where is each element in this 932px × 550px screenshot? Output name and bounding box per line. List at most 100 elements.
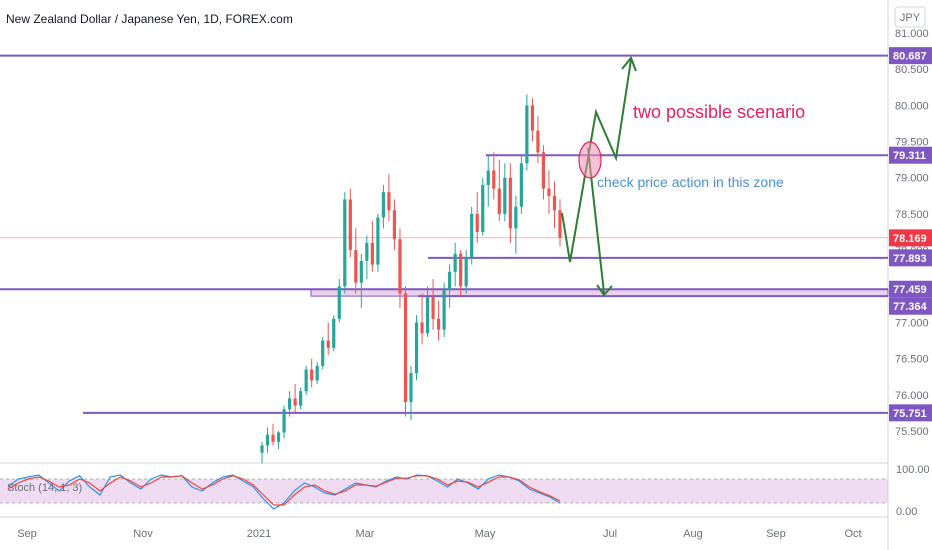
candle-body (541, 152, 546, 189)
stoch-tick-label: 0.00 (896, 506, 917, 518)
candle-body (464, 257, 468, 287)
candle-body (326, 340, 330, 348)
candle-body (321, 340, 325, 366)
price-tag (889, 404, 932, 422)
price-tag (889, 47, 932, 65)
candle-body (293, 398, 297, 406)
candle-body (420, 322, 424, 334)
price-tag (889, 249, 932, 267)
candle-body (508, 177, 512, 229)
price-tag (889, 229, 932, 247)
price-tick-label: 77.000 (895, 317, 929, 329)
price-tag-label: 77.459 (893, 284, 927, 296)
candle-body (481, 184, 485, 232)
candle-body (547, 188, 551, 196)
candle-body (503, 177, 507, 214)
candle-body (425, 297, 430, 334)
price-tag-label: 79.311 (893, 150, 926, 162)
price-tag (889, 280, 932, 298)
candle-body (348, 199, 352, 251)
stoch-d-line (7, 475, 561, 506)
price-tick-label: 80.000 (895, 100, 929, 112)
zone-annotation: check price action in this zone (597, 174, 784, 190)
candle-body (299, 391, 303, 406)
candle-body (276, 432, 281, 442)
price-tick-label: 79.500 (895, 137, 929, 149)
candle-body (453, 253, 457, 272)
candle-body (514, 206, 518, 229)
time-tick-label: Sep (17, 528, 37, 540)
candle-body (365, 242, 369, 261)
price-tag (889, 297, 932, 315)
time-axis: Sep Nov 2021 Mar May Jul Aug Sep Oct (17, 528, 861, 540)
candle-body (387, 192, 391, 211)
price-action-zone-circle (578, 141, 602, 179)
time-tick-label: May (475, 528, 496, 540)
time-tick-label: 2021 (247, 528, 271, 540)
price-tick-label: 75.500 (895, 426, 929, 438)
candle-body (530, 105, 535, 131)
time-tick-label: Aug (683, 528, 703, 540)
candle-body (414, 322, 419, 374)
candle-body (304, 369, 308, 392)
currency-label: JPY (900, 12, 921, 24)
candle-body (525, 105, 529, 164)
stochastic-pane: 100.00 0.00 (0, 464, 930, 518)
candle-body (475, 213, 479, 232)
candle-body (497, 188, 501, 214)
candle-body (392, 210, 397, 240)
stoch-tick-label: 100.00 (896, 464, 930, 476)
candle-body (287, 398, 292, 410)
candle-body (470, 213, 474, 258)
candle-body (442, 289, 446, 330)
candle-body (337, 286, 341, 319)
price-labels: 80.687 79.311 78.169 77.893 77.459 77.364 75.7… (889, 47, 932, 422)
price-tick-label: 80.500 (895, 64, 929, 76)
candle-body (354, 250, 358, 283)
candle-body (552, 195, 557, 211)
stochastic-label: Stoch (14, 1, 3) (7, 482, 82, 494)
price-tag-label: 75.751 (893, 408, 927, 420)
candle-body (370, 242, 374, 265)
price-tag-label: 77.893 (893, 253, 927, 265)
price-tick-label: 76.000 (895, 390, 929, 402)
candle-body (536, 130, 540, 153)
currency-button[interactable] (894, 6, 926, 28)
candle-body (431, 297, 435, 319)
stoch-k-line (7, 474, 561, 510)
candle-body (265, 434, 270, 446)
candle-body (398, 239, 402, 294)
bearish-arrow-head (596, 284, 613, 297)
candle-body (260, 445, 264, 453)
price-tag-label: 77.364 (893, 301, 928, 313)
time-tick-label: Oct (844, 528, 861, 540)
candle-body (409, 373, 413, 403)
time-tick-label: Nov (133, 528, 153, 540)
candle-body (359, 260, 363, 283)
candle-body (282, 409, 286, 433)
candle-body (492, 170, 496, 189)
price-tag (889, 146, 932, 164)
candle-body (558, 210, 562, 238)
candle-body (315, 365, 319, 381)
bullish-arrow-head (621, 56, 637, 72)
candle-body (486, 170, 490, 185)
time-tick-label: Sep (766, 528, 786, 540)
candle-body (310, 369, 314, 381)
price-tick-label: 76.500 (895, 354, 929, 366)
candle-body (381, 192, 386, 218)
candle-body (271, 434, 275, 442)
time-tick-label: Mar (356, 528, 375, 540)
price-tag-label: 78.169 (893, 233, 927, 245)
price-tick-label: 78.500 (895, 209, 929, 221)
chart-title: New Zealand Dollar / Japanese Yen, 1D, F… (6, 12, 293, 26)
price-tick-label: 79.000 (895, 173, 929, 185)
candle-body (448, 271, 452, 290)
candle-body (436, 318, 441, 330)
candle-body (519, 163, 523, 207)
price-tick-label: 81.000 (895, 28, 929, 40)
candle-body (403, 293, 408, 403)
candle-body (332, 318, 336, 348)
candle-body (376, 217, 380, 265)
